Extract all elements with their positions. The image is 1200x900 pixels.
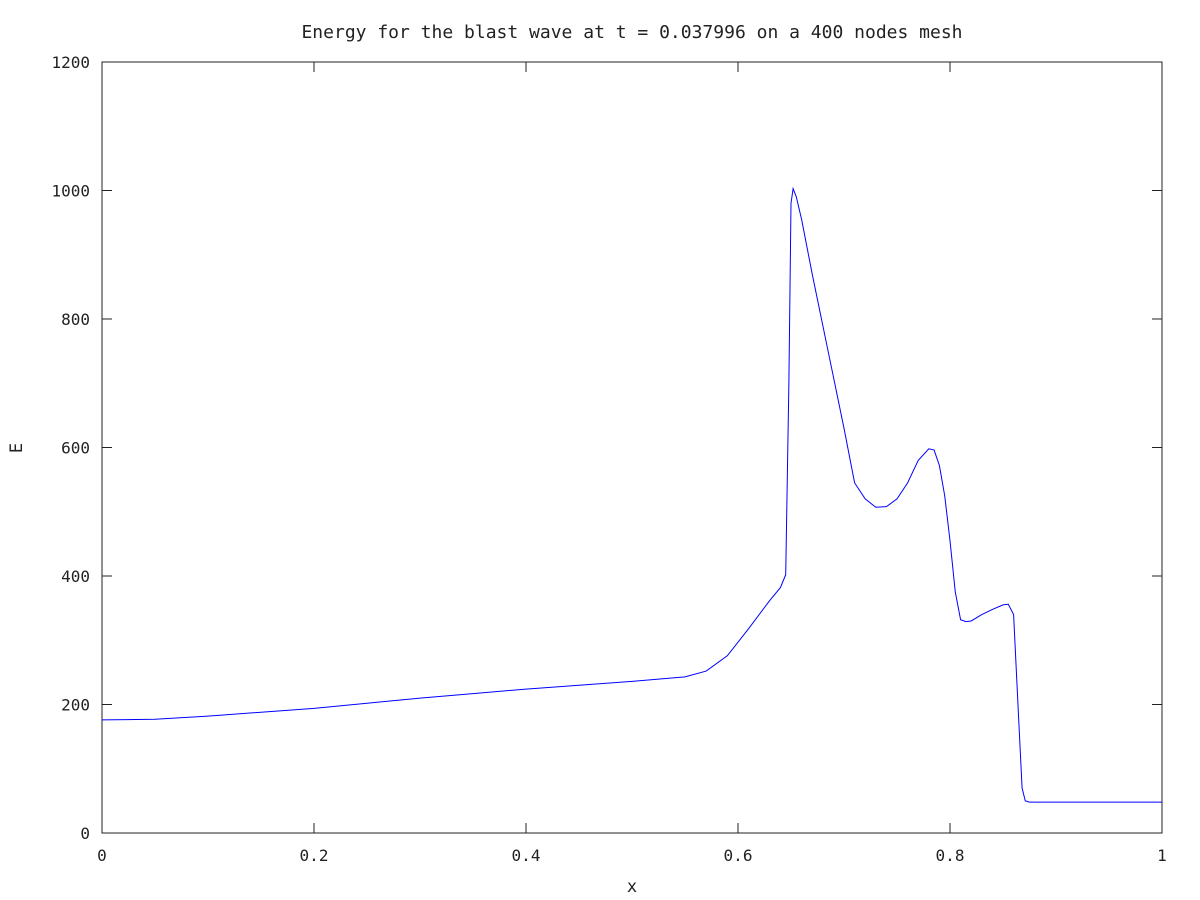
x-tick-label: 0.4 [512,846,541,865]
chart-title: Energy for the blast wave at t = 0.03799… [301,22,962,43]
plot-frame [101,61,1163,834]
x-tick-label: 0.6 [724,846,753,865]
y-tick-label: 400 [61,567,90,586]
ticks-layer [101,61,1163,834]
y-tick-label: 0 [80,824,90,843]
energy-series-line [101,186,1162,803]
y-tick-label: 200 [61,696,90,715]
x-tick-label: 1 [1157,846,1167,865]
y-tick-label: 600 [61,439,90,458]
tick-labels-layer: 0 0.2 0.4 0.6 0.8 1 0 200 400 600 800 1000 1200 [51,53,1166,865]
x-tick-label: 0.8 [936,846,965,865]
x-tick-label: 0.2 [300,846,329,865]
x-axis-label: x [627,877,637,897]
y-axis-label: E [7,443,27,453]
y-tick-label: 1000 [51,182,90,201]
y-tick-label: 1200 [51,53,90,72]
y-tick-label: 800 [61,310,90,329]
x-tick-label: 0 [97,846,107,865]
